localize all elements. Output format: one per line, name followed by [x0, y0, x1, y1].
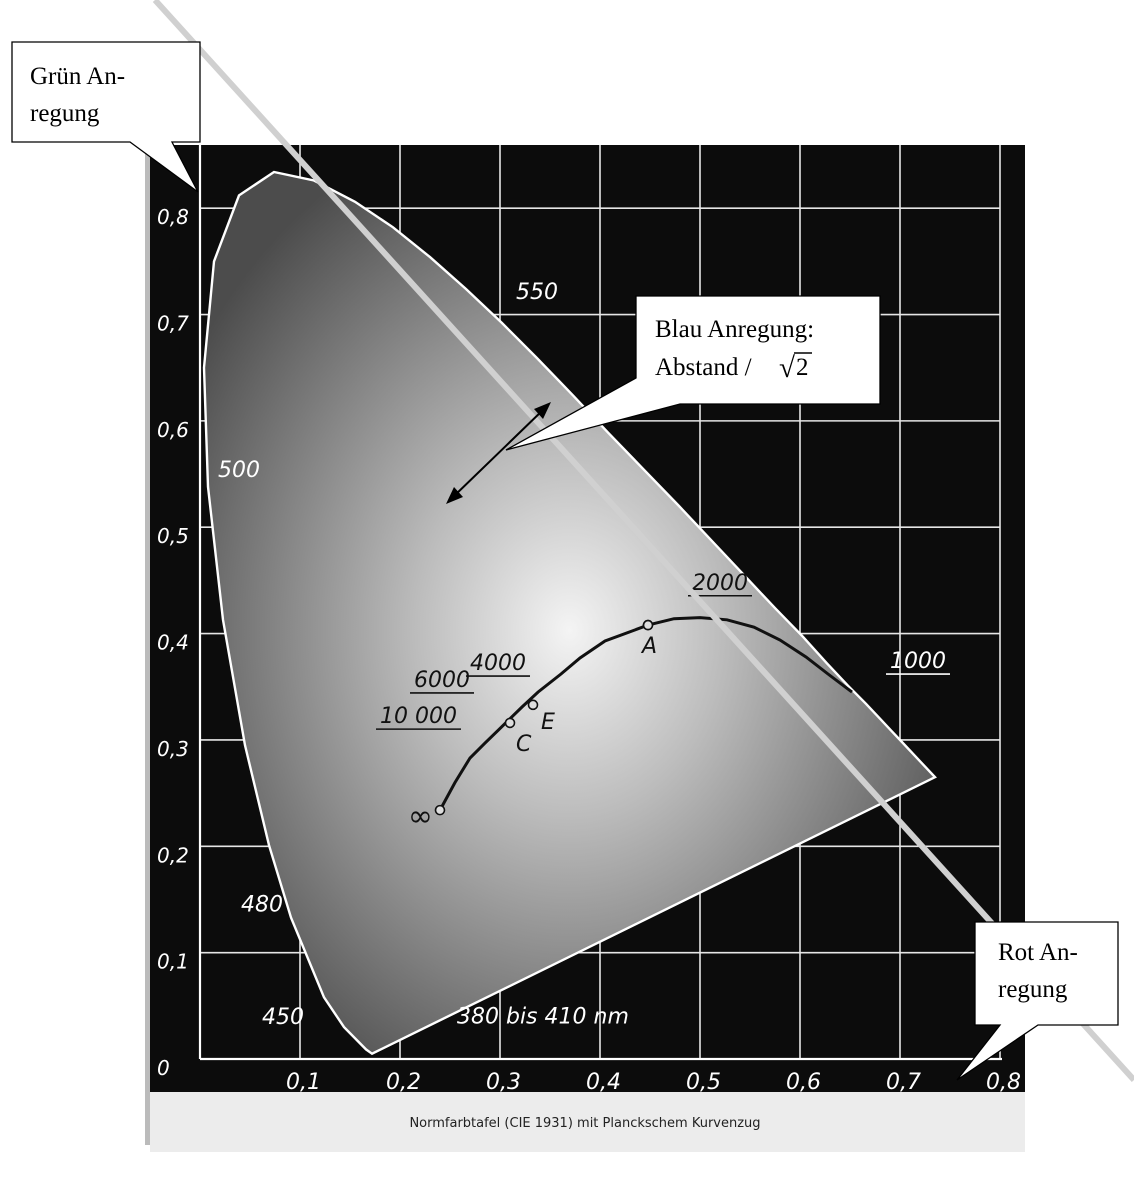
- green-callout: Grün An- regung: [11, 41, 201, 193]
- blue-callout: Blau Anregung: Abstand / √ 2: [505, 295, 881, 451]
- temperature-label: ∞: [408, 799, 433, 834]
- x-tick-label: 0,1: [286, 1070, 321, 1095]
- temperature-label: 4000: [470, 651, 526, 676]
- temperature-label: 1000: [890, 649, 946, 674]
- red-callout-box: [956, 921, 1119, 1081]
- wavelength-label: 500: [218, 458, 260, 483]
- illuminant-marker: [642, 619, 654, 631]
- planckian-curve: [438, 616, 853, 811]
- caption-strip: [150, 1092, 1025, 1152]
- x-tick-label: 0,3: [486, 1070, 521, 1095]
- sqrt-symbol: √: [779, 352, 795, 384]
- sqrt-argument: 2: [796, 354, 809, 381]
- wavelength-label: 380 bis 410 nm: [457, 1005, 629, 1030]
- illuminant-marker: [504, 717, 516, 729]
- blue-callout-line2: Abstand /: [655, 354, 752, 381]
- blue-callout-box: [505, 295, 881, 451]
- y-tick-label: 0,5: [157, 524, 189, 548]
- anregung-diagonal-line: [152, 0, 1134, 1083]
- temperature-label: 10 000: [380, 704, 457, 729]
- locus-endpoint-marker: [434, 804, 446, 816]
- red-callout-line1: Rot An-: [998, 939, 1078, 966]
- red-callout-line2: regung: [998, 976, 1068, 1003]
- y-tick-label: 0,7: [157, 312, 189, 336]
- temperature-label: 2000: [692, 571, 748, 596]
- temperature-label: 6000: [414, 668, 470, 693]
- illuminant-label: A: [640, 634, 657, 659]
- y-tick-label: 0,4: [157, 631, 189, 655]
- red-callout: Rot An- regung: [956, 921, 1119, 1081]
- illuminant-label: C: [516, 732, 532, 757]
- x-tick-label: 0,4: [586, 1070, 621, 1095]
- wavelength-label: 480: [241, 893, 283, 918]
- wavelength-label: 550: [516, 280, 558, 305]
- x-tick-label: 0,8: [986, 1070, 1021, 1095]
- green-callout-box: [11, 41, 201, 193]
- x-tick-label: 0,2: [386, 1070, 421, 1095]
- x-tick-label: 0,6: [786, 1070, 821, 1095]
- y-tick-label: 0,3: [157, 737, 189, 761]
- wavelength-label: 450: [262, 1005, 304, 1030]
- y-tick-label: 0,2: [157, 843, 189, 867]
- blue-callout-line1: Blau Anregung:: [655, 316, 814, 343]
- wavelength-label: 690bis780nm: [1035, 843, 1134, 868]
- axes: 0,1 0,2 0,3 0,4 0,5 0,6 0,7 0,8 0 0,1 0,2 0,3 0,4 0,5…: [157, 145, 1021, 1095]
- green-callout-line1: Grün An-: [30, 63, 125, 90]
- planckian-locus: A CE: [434, 616, 853, 816]
- arrowhead-end: [534, 402, 551, 419]
- arrowhead-start: [446, 487, 463, 504]
- spectral-locus-area: [202, 170, 937, 1056]
- y-tick-label: 0,1: [157, 950, 189, 974]
- chart-caption: Normfarbtafel (CIE 1931) mit Planckschem…: [409, 1116, 760, 1131]
- y-tick-label: 0,8: [157, 205, 189, 229]
- y-tick-label: 0,6: [157, 418, 189, 442]
- green-callout-line2: regung: [30, 100, 100, 127]
- y-tick-label: 0: [157, 1056, 170, 1080]
- illuminant-label: E: [541, 710, 555, 735]
- blue-distance-arrow: [446, 402, 551, 504]
- spectral-locus: [202, 170, 937, 1056]
- x-tick-label: 0,5: [686, 1070, 721, 1095]
- x-tick-label: 0,7: [886, 1070, 921, 1095]
- illuminant-marker: [527, 699, 539, 711]
